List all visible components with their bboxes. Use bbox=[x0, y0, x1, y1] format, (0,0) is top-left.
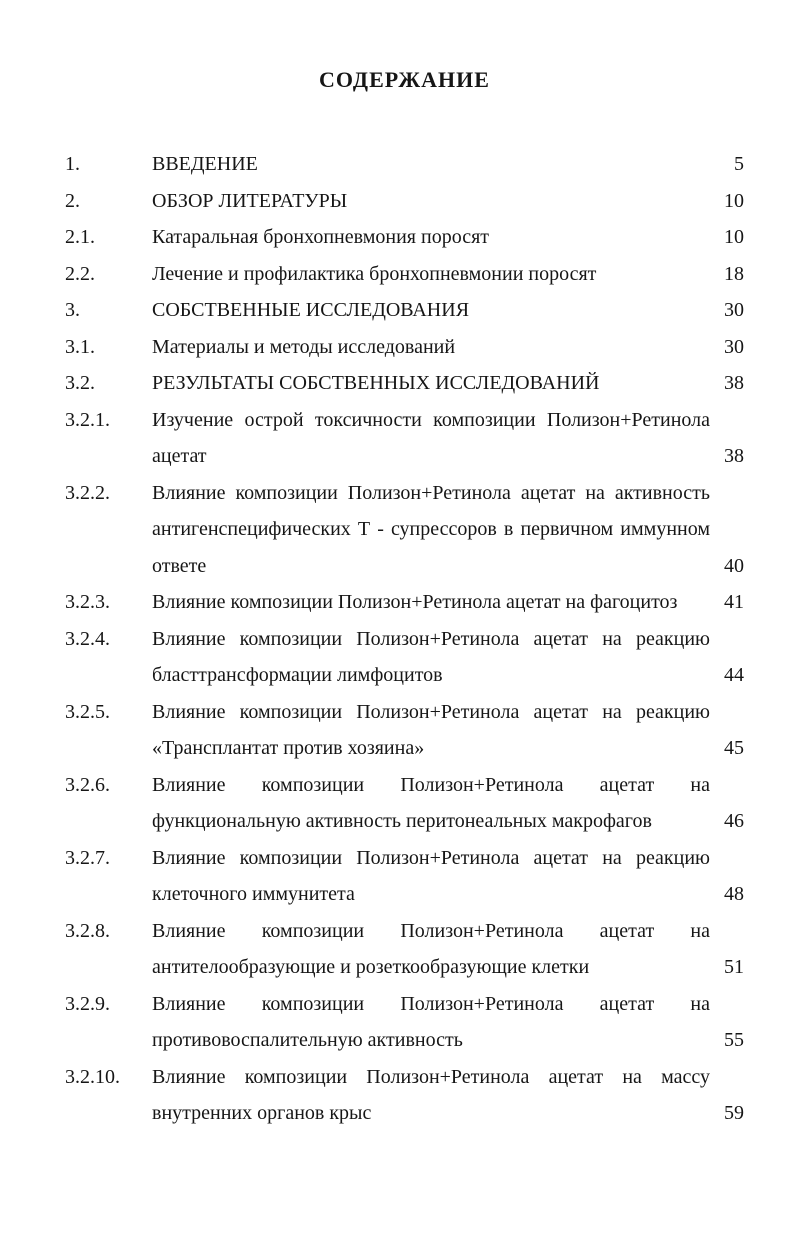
toc-entry-number: 2.1. bbox=[65, 226, 95, 248]
toc-entry-line: антителообразующие и розеткообразующие к… bbox=[152, 956, 590, 978]
toc-entry-page: 45 bbox=[724, 737, 744, 759]
toc-entry-line: клеточного иммунитета bbox=[152, 883, 355, 905]
toc-entry-line: Влияние композиции Полизон+Ретинола ацет… bbox=[152, 591, 678, 613]
page-title: СОДЕРЖАНИЕ bbox=[319, 67, 490, 92]
toc-entry-number: 3.2.10. bbox=[65, 1065, 120, 1088]
toc-entry-page: 41 bbox=[724, 591, 744, 613]
toc-entry-page: 44 bbox=[724, 664, 744, 686]
toc-entry: 3.2.4. Влияние композиции Полизон+Ретино… bbox=[65, 621, 744, 694]
toc-entry-number: 3.2.7. bbox=[65, 846, 110, 869]
toc-entry: 3.2.3. Влияние композиции Полизон+Ретино… bbox=[65, 584, 744, 621]
toc-entry: 3.2.5. Влияние композиции Полизон+Ретино… bbox=[65, 694, 744, 767]
toc-entry-line: Влияние композиции Полизон+Ретинола ацет… bbox=[152, 846, 710, 869]
toc-entry-line: Влияние композиции Полизон+Ретинола ацет… bbox=[152, 992, 710, 1015]
toc-entry-page: 40 bbox=[724, 554, 744, 577]
toc-entry-page: 51 bbox=[724, 956, 744, 978]
toc-entry-title: СОБСТВЕННЫЕ ИССЛЕДОВАНИЯ bbox=[152, 292, 710, 329]
toc-entry-number: 3. bbox=[65, 299, 80, 321]
toc-entry-page: 55 bbox=[724, 1029, 744, 1051]
toc-entry-title: Материалы и методы исследований bbox=[152, 329, 710, 366]
toc-entry-title: Влияние композиции Полизон+Ретинола ацет… bbox=[152, 694, 710, 767]
toc-entry-number: 3.2. bbox=[65, 372, 95, 394]
toc-entry-title: Влияние композиции Полизон+Ретинола ацет… bbox=[152, 913, 710, 986]
toc-entry-number: 3.2.2. bbox=[65, 481, 110, 504]
toc-entry: 1. ВВЕДЕНИЕ 5 bbox=[65, 146, 744, 183]
toc-entry-title: Влияние композиции Полизон+Ретинола ацет… bbox=[152, 1059, 710, 1132]
toc-entry-page: 5 bbox=[734, 153, 744, 175]
toc-entry-line: внутренних органов крыс bbox=[152, 1102, 372, 1124]
toc-entry-page: 10 bbox=[724, 226, 744, 248]
toc-entry-line: «Трансплантат против хозяина» bbox=[152, 737, 425, 759]
toc-entry-title: Влияние композиции Полизон+Ретинола ацет… bbox=[152, 621, 710, 694]
toc-entry-title: Влияние композиции Полизон+Ретинола ацет… bbox=[152, 584, 710, 621]
toc-entry-title: Влияние композиции Полизон+Ретинола ацет… bbox=[152, 767, 710, 840]
toc-entry-page: 30 bbox=[724, 335, 744, 358]
toc-entry-line: Материалы и методы исследований bbox=[152, 335, 456, 358]
toc-entry-number: 3.2.5. bbox=[65, 700, 110, 723]
toc-entry-title: ВВЕДЕНИЕ bbox=[152, 146, 710, 183]
toc-entry-title: РЕЗУЛЬТАТЫ СОБСТВЕННЫХ ИССЛЕДОВАНИЙ bbox=[152, 365, 710, 402]
toc-entry-title: Влияние композиции Полизон+Ретинола ацет… bbox=[152, 840, 710, 913]
toc-entry: 3.1. Материалы и методы исследований 30 bbox=[65, 329, 744, 366]
toc-entry-line: РЕЗУЛЬТАТЫ СОБСТВЕННЫХ ИССЛЕДОВАНИЙ bbox=[152, 372, 600, 394]
toc-entry-line: Влияние композиции Полизон+Ретинола ацет… bbox=[152, 627, 710, 650]
toc-entry-line: Катаральная бронхопневмония поросят bbox=[152, 226, 490, 248]
toc-entry-number: 3.2.3. bbox=[65, 591, 110, 613]
toc-entry-page: 18 bbox=[724, 262, 744, 285]
toc-entry-line: ОБЗОР ЛИТЕРАТУРЫ bbox=[152, 189, 348, 212]
toc-entry-line: Влияние композиции Полизон+Ретинола ацет… bbox=[152, 919, 710, 942]
toc-entry: 3.2.2. Влияние композиции Полизон+Ретино… bbox=[65, 475, 744, 585]
toc-entry-page: 30 bbox=[724, 299, 744, 321]
toc-entry-number: 3.1. bbox=[65, 335, 95, 358]
toc-entry-number: 1. bbox=[65, 153, 80, 175]
toc-entry-number: 3.2.4. bbox=[65, 627, 110, 650]
toc-entry-line: ответе bbox=[152, 554, 207, 577]
toc-entry-line: противовоспалительную активность bbox=[152, 1029, 463, 1051]
toc-entry-title: Влияние композиции Полизон+Ретинола ацет… bbox=[152, 475, 710, 585]
toc-entry-title: Катаральная бронхопневмония поросят bbox=[152, 219, 710, 256]
toc-list: 1. ВВЕДЕНИЕ 5 2. ОБЗОР ЛИТЕРАТУРЫ 10 2.1… bbox=[65, 146, 744, 1132]
toc-entry: 3.2.7. Влияние композиции Полизон+Ретино… bbox=[65, 840, 744, 913]
toc-entry-title: Лечение и профилактика бронхопневмонии п… bbox=[152, 256, 710, 293]
toc-entry: 3. СОБСТВЕННЫЕ ИССЛЕДОВАНИЯ 30 bbox=[65, 292, 744, 329]
toc-entry: 2. ОБЗОР ЛИТЕРАТУРЫ 10 bbox=[65, 183, 744, 220]
toc-entry-number: 3.2.6. bbox=[65, 773, 110, 796]
toc-entry-line: Влияние композиции Полизон+Ретинола ацет… bbox=[152, 481, 710, 504]
toc-entry-page: 48 bbox=[724, 883, 744, 905]
toc-entry-line: Изучение острой токсичности композиции П… bbox=[152, 408, 710, 431]
toc-entry-title: ОБЗОР ЛИТЕРАТУРЫ bbox=[152, 183, 710, 220]
toc-entry-line: ацетат bbox=[152, 445, 207, 467]
toc-entry-page: 10 bbox=[724, 189, 744, 212]
toc-entry-number: 3.2.1. bbox=[65, 408, 110, 431]
toc-entry-line: бласттрансформации лимфоцитов bbox=[152, 664, 443, 686]
toc-entry: 3.2.8. Влияние композиции Полизон+Ретино… bbox=[65, 913, 744, 986]
toc-entry-line: Влияние композиции Полизон+Ретинола ацет… bbox=[152, 1065, 710, 1088]
toc-entry: 2.2. Лечение и профилактика бронхопневмо… bbox=[65, 256, 744, 293]
toc-entry-page: 59 bbox=[724, 1102, 744, 1124]
toc-entry-line: антигенспецифических Т - супрессоров в п… bbox=[152, 518, 710, 540]
toc-entry-line: СОБСТВЕННЫЕ ИССЛЕДОВАНИЯ bbox=[152, 299, 470, 321]
toc-entry: 2.1. Катаральная бронхопневмония поросят… bbox=[65, 219, 744, 256]
toc-entry: 3.2. РЕЗУЛЬТАТЫ СОБСТВЕННЫХ ИССЛЕДОВАНИЙ… bbox=[65, 365, 744, 402]
toc-entry-line: Влияние композиции Полизон+Ретинола ацет… bbox=[152, 773, 710, 796]
toc-entry-page: 38 bbox=[724, 372, 744, 394]
toc-entry: 3.2.9. Влияние композиции Полизон+Ретино… bbox=[65, 986, 744, 1059]
toc-entry-number: 2.2. bbox=[65, 262, 95, 285]
toc-entry-number: 3.2.8. bbox=[65, 919, 110, 942]
toc-entry-number: 2. bbox=[65, 189, 80, 212]
toc-entry: 3.2.1. Изучение острой токсичности компо… bbox=[65, 402, 744, 475]
toc-entry-title: Влияние композиции Полизон+Ретинола ацет… bbox=[152, 986, 710, 1059]
toc-entry: 3.2.6. Влияние композиции Полизон+Ретино… bbox=[65, 767, 744, 840]
toc-entry-line: Влияние композиции Полизон+Ретинола ацет… bbox=[152, 700, 710, 723]
toc-entry-line: функциональную активность перитонеальных… bbox=[152, 810, 652, 832]
toc-entry-line: ВВЕДЕНИЕ bbox=[152, 153, 258, 175]
toc-entry: 3.2.10. Влияние композиции Полизон+Ретин… bbox=[65, 1059, 744, 1132]
toc-entry-page: 38 bbox=[724, 445, 744, 467]
toc-entry-page: 46 bbox=[724, 810, 744, 832]
toc-entry-title: Изучение острой токсичности композиции П… bbox=[152, 402, 710, 475]
toc-entry-line: Лечение и профилактика бронхопневмонии п… bbox=[152, 262, 597, 285]
toc-entry-number: 3.2.9. bbox=[65, 992, 110, 1015]
